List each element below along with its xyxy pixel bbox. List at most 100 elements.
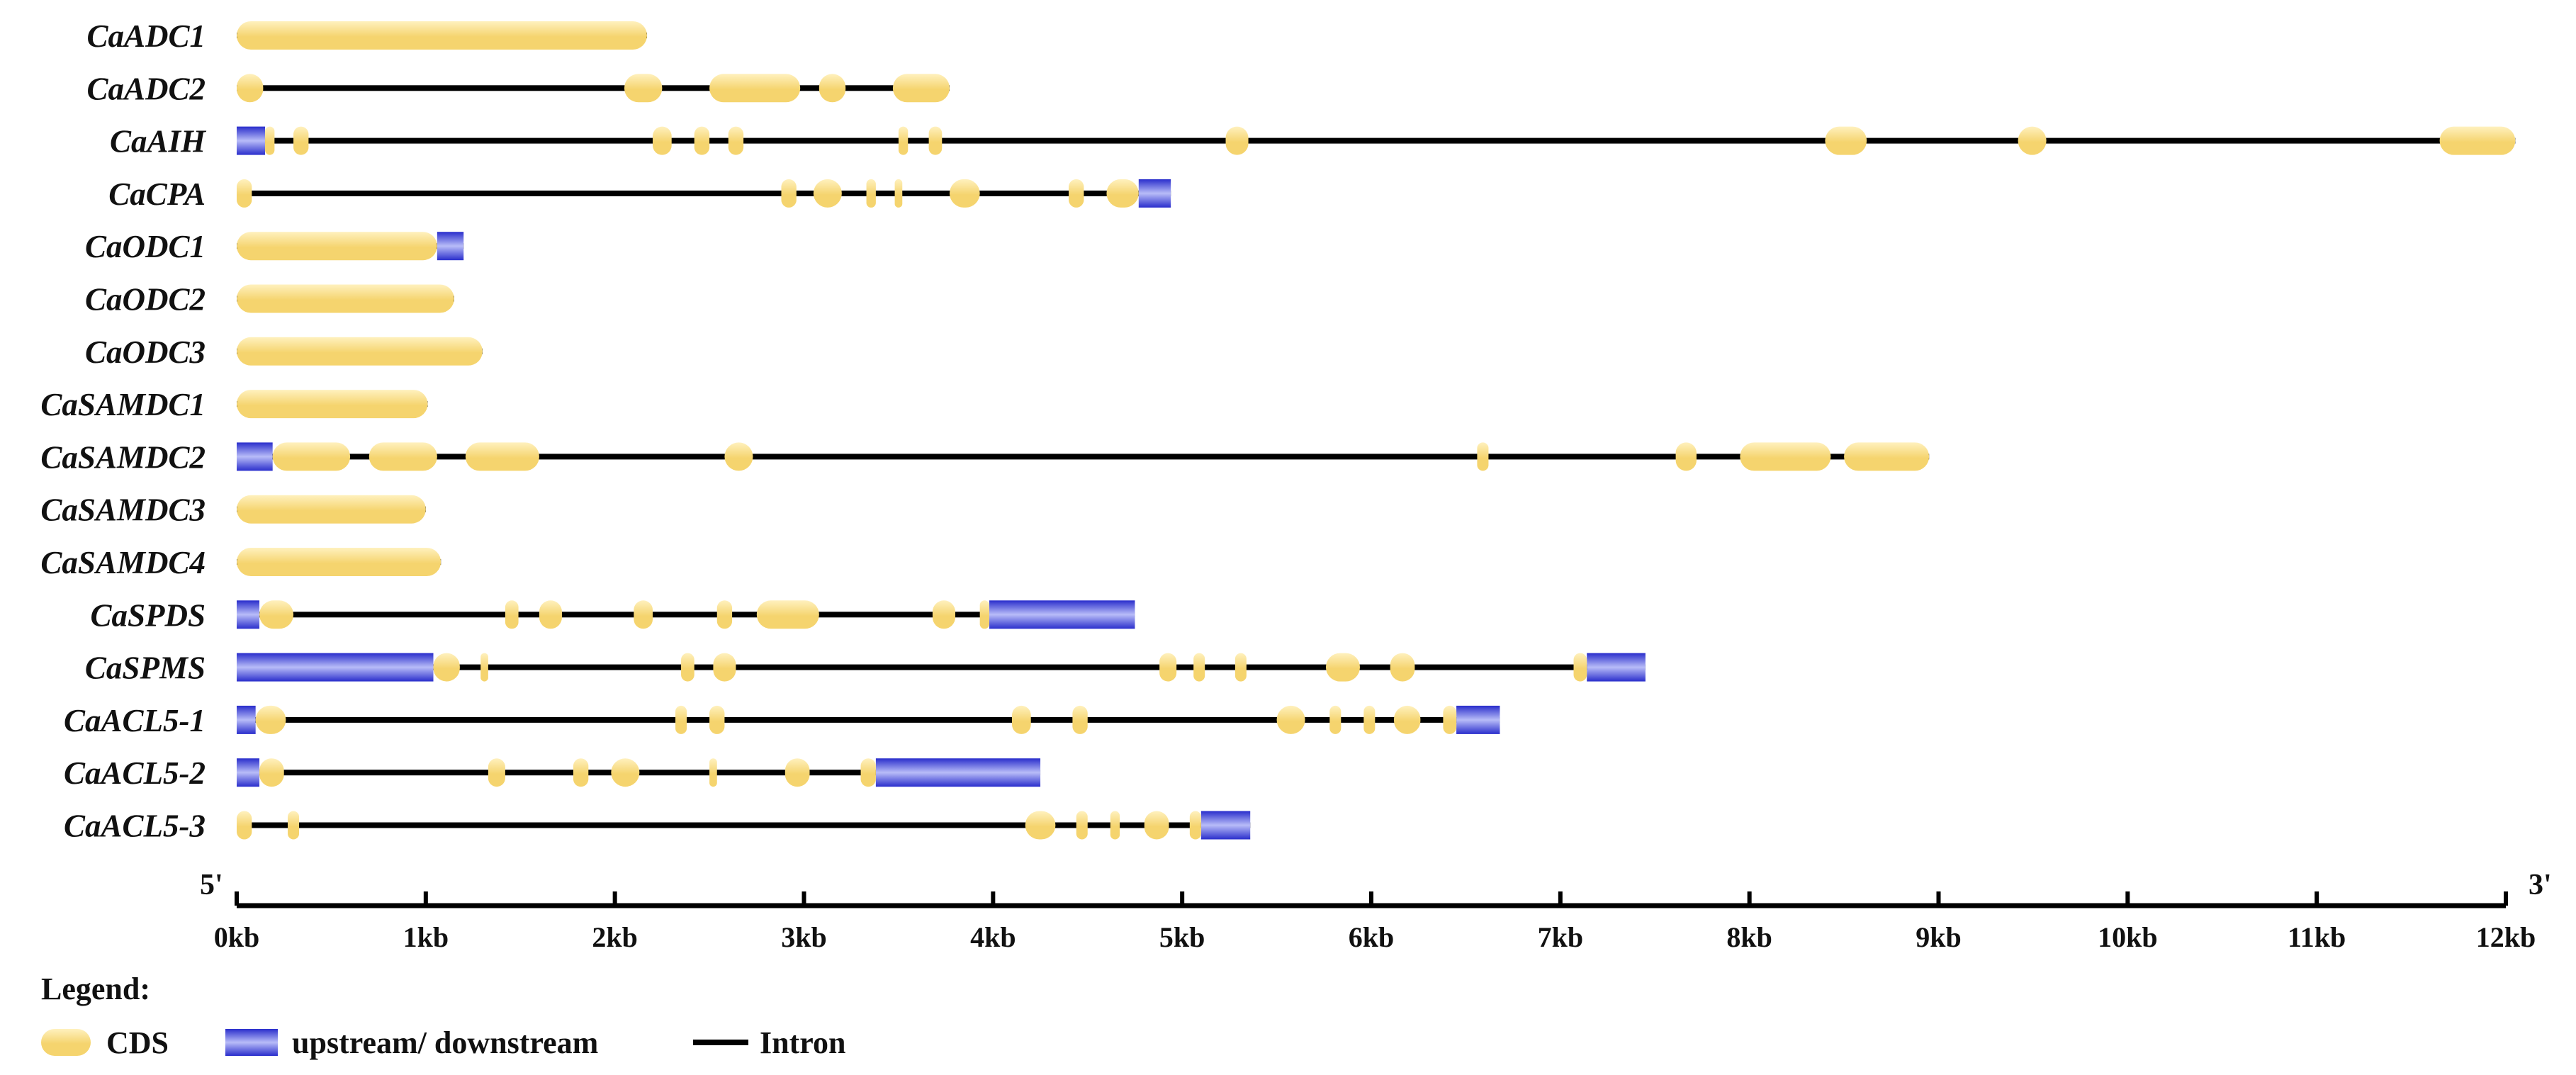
axis-tick-label: 2kb — [592, 921, 638, 953]
cds-exon — [709, 74, 801, 103]
cds-exon — [781, 179, 797, 208]
gene-row: CaODC3 — [85, 334, 483, 370]
gene-name: CaACL5-3 — [64, 809, 206, 844]
cds-exon — [1110, 811, 1120, 840]
cds-exon — [1573, 653, 1587, 682]
gene-row: CaSAMDC2 — [40, 439, 1930, 475]
cds-exon — [784, 758, 810, 787]
upstream-region — [237, 653, 434, 682]
gene-row: CaACL5-3 — [64, 809, 1251, 844]
cds-exon — [265, 126, 275, 155]
cds-exon — [2018, 126, 2047, 155]
intron-line — [237, 137, 2516, 144]
kb-axis: 5' 3' 0kb 1kb 2kb 3kb 4kb 5kb 6kb 7kb 8kb 9kb 10kb… — [200, 869, 2552, 953]
gene-name: CaSPDS — [90, 597, 206, 633]
gene-row: CaCPA — [108, 176, 1171, 212]
gene-name: CaODC2 — [85, 282, 206, 317]
gene-rows: CaADC1 CaADC2 CaAIH CaCPA CaODC1 CaODC2 CaODC3… — [40, 18, 2516, 844]
legend-cds-label: CDS — [106, 1025, 169, 1060]
downstream-region — [989, 600, 1135, 629]
cds-exon — [724, 442, 753, 471]
cds-exon — [1234, 653, 1247, 682]
gene-name: CaACL5-1 — [64, 703, 206, 738]
cds-exon — [237, 390, 428, 419]
intron-line — [237, 822, 1251, 828]
gene-name: CaADC1 — [86, 18, 206, 54]
gene-row: CaADC1 — [86, 18, 648, 54]
cds-exon — [681, 653, 694, 682]
cds-exon — [573, 758, 589, 787]
legend-intron-label: Intron — [760, 1025, 845, 1060]
gene-row: CaODC1 — [85, 229, 464, 264]
axis-tick-label: 1kb — [403, 921, 449, 953]
gene-name: CaSAMDC4 — [40, 545, 206, 580]
axis-tick-label: 6kb — [1349, 921, 1395, 953]
cds-exon — [949, 179, 980, 208]
cds-exon — [709, 705, 725, 734]
legend-title: Legend: — [41, 972, 150, 1006]
cds-exon — [756, 600, 819, 629]
cds-exon — [1072, 705, 1088, 734]
gene-name: CaODC1 — [85, 229, 206, 264]
cds-exon — [539, 600, 562, 629]
cds-exon — [813, 179, 842, 208]
intron-line — [237, 190, 1171, 196]
upstream-region — [237, 442, 273, 471]
cds-exon — [272, 442, 351, 471]
cds-exon — [1276, 705, 1305, 734]
cds-exon — [675, 705, 687, 734]
downstream-region — [437, 232, 464, 261]
cds-exon — [1025, 811, 1056, 840]
cds-exon — [1076, 811, 1088, 840]
cds-exon — [259, 758, 284, 787]
axis-ticks: 0kb 1kb 2kb 3kb 4kb 5kb 6kb 7kb 8kb 9kb 10kb 11kb 12… — [214, 891, 2536, 953]
cds-exon — [1363, 705, 1376, 734]
legend-utr-swatch — [225, 1029, 278, 1056]
gene-row: CaSPDS — [90, 597, 1135, 633]
cds-exon — [1329, 705, 1342, 734]
gene-name: CaSAMDC3 — [40, 493, 206, 528]
cds-exon — [860, 758, 876, 787]
cds-exon — [716, 600, 733, 629]
legend-intron-swatch — [693, 1040, 748, 1045]
cds-exon — [488, 758, 505, 787]
gene-row: CaADC2 — [86, 71, 950, 106]
gene-name: CaSAMDC1 — [40, 387, 206, 422]
gene-name: CaSAMDC2 — [40, 439, 206, 475]
cds-exon — [1675, 442, 1697, 471]
axis-tick-label: 5kb — [1159, 921, 1205, 953]
axis-tick-label: 0kb — [214, 921, 260, 953]
cds-exon — [713, 653, 736, 682]
cds-exon — [1825, 126, 1867, 155]
axis-tick-label: 7kb — [1538, 921, 1584, 953]
cds-exon — [1144, 811, 1169, 840]
cds-exon — [369, 442, 437, 471]
axis-tick-label: 8kb — [1726, 921, 1772, 953]
legend-utr-label: upstream/ downstream — [292, 1025, 598, 1060]
downstream-region — [1587, 653, 1646, 682]
cds-exon — [255, 705, 286, 734]
axis-tick-label: 10kb — [2098, 921, 2158, 953]
cds-exon — [1159, 653, 1177, 682]
cds-exon — [624, 74, 663, 103]
cds-exon — [237, 495, 426, 524]
upstream-region — [237, 126, 266, 155]
cds-exon — [928, 126, 943, 155]
gene-name: CaADC2 — [86, 71, 206, 106]
intron-line — [237, 664, 1646, 670]
axis-end-label: 3' — [2529, 869, 2552, 901]
intron-line — [237, 454, 1930, 460]
cds-exon — [1225, 126, 1249, 155]
upstream-region — [237, 600, 260, 629]
cds-exon — [237, 811, 252, 840]
cds-exon — [694, 126, 710, 155]
cds-exon — [634, 600, 653, 629]
intron-line — [237, 85, 950, 91]
cds-exon — [237, 74, 264, 103]
cds-exon — [1189, 811, 1201, 840]
intron-line — [237, 612, 1135, 618]
cds-exon — [1394, 705, 1421, 734]
axis-tick-label: 12kb — [2476, 921, 2536, 953]
cds-exon — [293, 126, 309, 155]
